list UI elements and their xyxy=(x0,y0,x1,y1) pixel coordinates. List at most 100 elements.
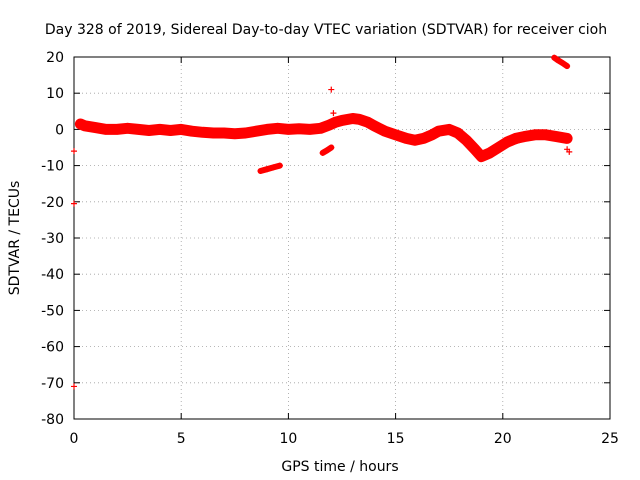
data-point xyxy=(542,133,549,140)
data-point xyxy=(263,166,270,173)
data-point xyxy=(328,86,335,93)
data-point xyxy=(392,131,399,138)
data-points xyxy=(71,54,573,390)
data-point xyxy=(253,128,260,135)
x-tick-label: 25 xyxy=(601,431,619,447)
data-point xyxy=(326,122,333,129)
grid-lines xyxy=(74,57,610,419)
series-segment-22h xyxy=(551,54,571,70)
data-point xyxy=(156,126,163,133)
data-point xyxy=(296,125,303,132)
data-point xyxy=(231,130,238,137)
data-point xyxy=(263,126,270,133)
data-point xyxy=(306,126,313,133)
data-point xyxy=(146,127,153,134)
data-point xyxy=(339,117,345,124)
data-point xyxy=(371,122,378,129)
axis-ticks: 0 5 10 15 20 25 20 10 0 -10 -20 -30 -40 -50 -60 -70 -80 xyxy=(41,50,619,447)
data-point xyxy=(276,162,283,169)
data-point xyxy=(566,148,573,155)
y-tick-label: 20 xyxy=(46,50,64,66)
chart-title: Day 328 of 2019, Sidereal Day-to-day VTE… xyxy=(45,22,607,38)
data-point xyxy=(178,126,185,133)
data-point xyxy=(199,129,206,136)
y-tick-label: -20 xyxy=(41,195,64,211)
data-point xyxy=(478,153,485,160)
y-tick-label: -30 xyxy=(41,231,64,247)
data-point xyxy=(257,168,264,175)
data-point xyxy=(188,128,195,135)
data-point xyxy=(531,133,538,140)
data-point xyxy=(471,146,478,153)
x-tick-label: 20 xyxy=(494,431,512,447)
data-point xyxy=(364,119,371,126)
data-point xyxy=(446,126,453,133)
x-tick-label: 0 xyxy=(70,431,79,447)
y-tick-label: -80 xyxy=(41,412,64,428)
data-point xyxy=(356,116,363,123)
y-tick-label: -50 xyxy=(41,303,64,319)
data-point xyxy=(270,164,277,171)
data-point xyxy=(77,120,84,127)
series-band xyxy=(257,162,283,174)
y-tick-label: -70 xyxy=(41,376,64,392)
y-tick-label: -40 xyxy=(41,267,64,283)
series-segment-9h xyxy=(257,162,283,175)
data-point xyxy=(285,126,292,133)
data-point xyxy=(71,148,77,155)
data-point xyxy=(501,142,508,149)
data-point xyxy=(564,135,571,142)
data-point xyxy=(381,128,388,135)
data-point xyxy=(323,147,330,154)
data-point xyxy=(493,148,500,155)
y-axis-label: SDTVAR / TECUs xyxy=(7,181,23,296)
data-point xyxy=(463,137,470,144)
data-point xyxy=(242,130,249,137)
data-point xyxy=(124,125,131,132)
data-point xyxy=(103,126,110,133)
data-point xyxy=(403,135,410,142)
x-tick-label: 5 xyxy=(177,431,186,447)
data-point xyxy=(510,139,517,146)
series-isolated xyxy=(71,86,573,390)
data-point xyxy=(210,130,217,137)
data-point xyxy=(332,119,339,126)
data-point xyxy=(420,135,427,142)
series-band xyxy=(551,54,571,70)
data-point xyxy=(454,130,461,137)
data-point xyxy=(71,200,77,207)
data-point xyxy=(559,60,566,67)
data-point xyxy=(92,124,99,131)
data-point xyxy=(330,110,337,117)
data-point xyxy=(484,151,491,158)
data-point xyxy=(71,383,77,390)
data-point xyxy=(551,54,558,61)
data-point xyxy=(429,131,436,138)
data-point xyxy=(564,63,571,70)
data-point xyxy=(317,125,324,132)
y-tick-label: 10 xyxy=(46,86,64,102)
y-tick-label: -10 xyxy=(41,159,64,175)
data-point xyxy=(435,128,442,135)
data-point xyxy=(221,130,228,137)
data-point xyxy=(167,127,174,134)
series-segment-12h xyxy=(319,144,335,156)
data-point xyxy=(328,144,335,151)
data-point xyxy=(135,126,142,133)
data-point xyxy=(81,122,88,129)
data-point xyxy=(411,137,418,144)
series-secondary-arc xyxy=(484,133,549,158)
data-point xyxy=(553,133,560,140)
y-tick-label: 0 xyxy=(55,122,64,138)
data-point xyxy=(274,125,281,132)
data-point xyxy=(349,115,356,122)
x-axis-label: GPS time / hours xyxy=(281,459,398,475)
data-point xyxy=(113,126,120,133)
y-tick-label: -60 xyxy=(41,340,64,356)
data-point xyxy=(521,135,528,142)
data-point xyxy=(555,57,562,64)
data-point xyxy=(319,149,326,156)
x-tick-label: 15 xyxy=(387,431,405,447)
x-tick-label: 10 xyxy=(279,431,297,447)
